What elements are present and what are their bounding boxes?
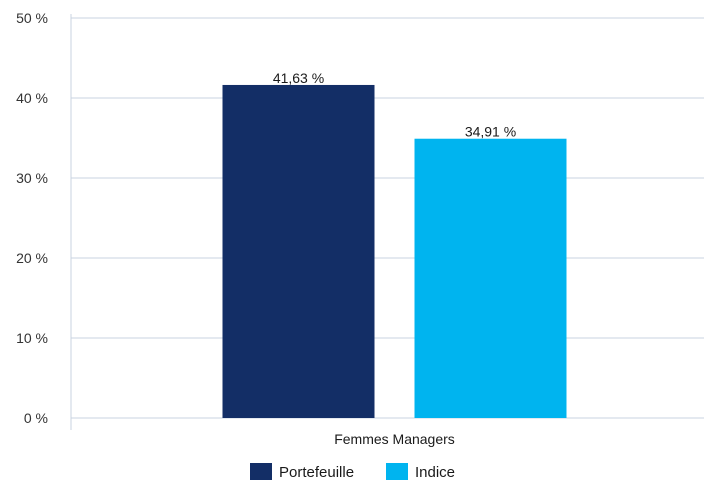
legend-label: Portefeuille <box>279 464 354 481</box>
bar-indice <box>414 138 567 418</box>
gridlines <box>71 17 704 419</box>
y-tick-label: 50 % <box>16 10 48 26</box>
x-category-label: Femmes Managers <box>334 431 455 447</box>
data-labels: 41,63 % 34,91 % <box>273 70 516 140</box>
y-axis-tick-labels: 0 % 10 % 20 % 30 % 40 % 50 % <box>16 10 48 426</box>
bar-portefeuille <box>222 84 375 419</box>
data-label-indice: 34,91 % <box>465 124 516 140</box>
x-axis-category-labels: Femmes Managers <box>334 431 455 447</box>
legend-label: Indice <box>415 464 455 481</box>
y-tick-label: 20 % <box>16 250 48 266</box>
legend-swatch <box>250 463 272 480</box>
bars <box>222 84 567 419</box>
data-label-portefeuille: 41,63 % <box>273 70 324 86</box>
y-tick-label: 40 % <box>16 90 48 106</box>
y-tick-label: 30 % <box>16 170 48 186</box>
legend-item-portefeuille: Portefeuille <box>250 463 354 481</box>
y-tick-label: 0 % <box>24 410 48 426</box>
legend-swatch <box>386 463 408 480</box>
legend-item-indice: Indice <box>386 463 455 481</box>
legend: Portefeuille Indice <box>250 463 455 481</box>
y-tick-label: 10 % <box>16 330 48 346</box>
